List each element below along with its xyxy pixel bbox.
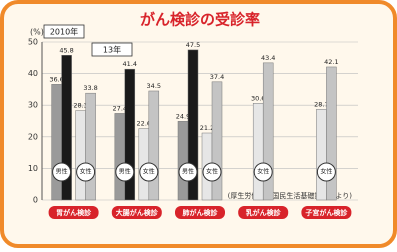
x-tick-label: 胃がん検診	[56, 208, 92, 217]
bar	[52, 84, 62, 200]
x-tick-label: 子宮がん検診	[305, 208, 348, 217]
value-label: 42.1	[324, 58, 338, 66]
sex-label: 女性	[257, 168, 269, 176]
bar	[316, 109, 326, 200]
y-axis-label: (%)	[30, 28, 44, 37]
value-label: 43.4	[261, 54, 275, 62]
y-tick-label: 0	[33, 196, 38, 205]
legend-label: 2010年	[50, 27, 78, 37]
bar	[212, 82, 222, 200]
value-label: 47.5	[186, 41, 200, 49]
y-tick-label: 50	[28, 38, 38, 47]
sex-label: 女性	[320, 168, 332, 176]
bar	[253, 103, 263, 200]
bar	[115, 113, 125, 200]
x-tick-label: 大腸がん検診	[116, 208, 159, 217]
bar	[76, 111, 86, 200]
sex-label: 女性	[80, 168, 92, 176]
sex-label: 女性	[143, 168, 155, 176]
value-label: 45.8	[59, 46, 73, 54]
chart-title: がん検診の受診率	[140, 11, 260, 29]
sex-label: 男性	[182, 168, 194, 176]
value-label: 34.5	[147, 82, 161, 90]
y-tick-label: 40	[28, 69, 38, 78]
bar	[178, 121, 188, 200]
y-tick-label: 10	[28, 164, 38, 173]
value-label: 37.4	[210, 73, 224, 81]
x-tick-label: 乳がん検診	[246, 208, 282, 217]
legend-label: 13年	[103, 45, 121, 55]
value-label: 41.4	[123, 60, 137, 68]
y-tick-label: 20	[28, 132, 38, 141]
chart: がん検診の受診率 (%) (厚生労働省「国民生活基礎調査」より) 0102030…	[0, 0, 397, 248]
bar	[86, 93, 96, 200]
value-label: 33.8	[83, 84, 97, 92]
sex-label: 女性	[206, 168, 218, 176]
bar	[149, 91, 159, 200]
sex-label: 男性	[56, 168, 68, 176]
sex-label: 男性	[119, 168, 131, 176]
y-tick-label: 30	[28, 101, 38, 110]
x-tick-label: 肺がん検診	[183, 208, 219, 217]
